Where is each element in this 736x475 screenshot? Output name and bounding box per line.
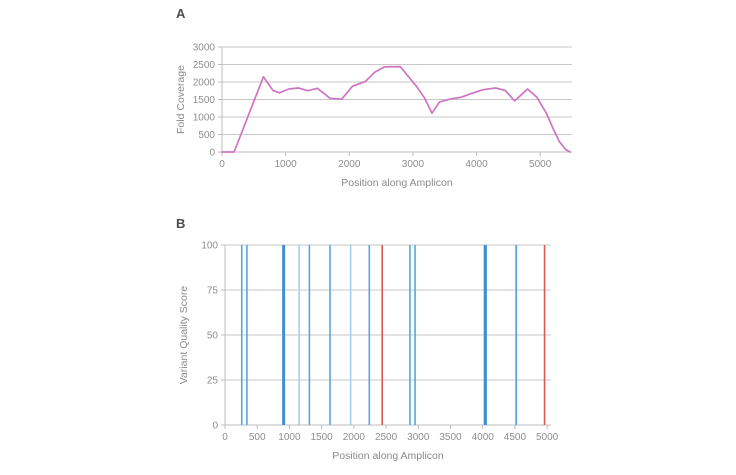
x-tick-label: 5000 bbox=[529, 159, 552, 170]
x-tick-label: 2000 bbox=[343, 432, 366, 443]
y-tick-label: 3000 bbox=[193, 43, 216, 54]
x-tick-label: 500 bbox=[249, 432, 266, 443]
y-tick-label: 75 bbox=[207, 286, 219, 297]
y-tick-label: 0 bbox=[209, 148, 215, 159]
y-tick-label: 500 bbox=[198, 130, 215, 141]
x-tick-label: 1000 bbox=[275, 159, 298, 170]
y-tick-label: 25 bbox=[207, 376, 219, 387]
x-axis-title: Position along Amplicon bbox=[341, 177, 453, 189]
x-tick-label: 0 bbox=[222, 432, 228, 443]
y-axis-title: Fold Coverage bbox=[175, 65, 187, 134]
x-tick-label: 4000 bbox=[465, 159, 488, 170]
x-tick-label: 2000 bbox=[338, 159, 361, 170]
x-tick-label: 3000 bbox=[407, 432, 430, 443]
x-tick-label: 2500 bbox=[375, 432, 398, 443]
y-tick-label: 1500 bbox=[193, 95, 216, 106]
x-tick-label: 3000 bbox=[402, 159, 425, 170]
x-axis-title: Position along Amplicon bbox=[332, 450, 444, 462]
y-tick-label: 100 bbox=[201, 241, 218, 252]
y-tick-label: 50 bbox=[207, 331, 219, 342]
x-tick-label: 0 bbox=[219, 159, 225, 170]
y-tick-label: 2000 bbox=[193, 78, 216, 89]
x-tick-label: 1000 bbox=[278, 432, 301, 443]
x-tick-label: 1500 bbox=[311, 432, 334, 443]
x-tick-label: 4500 bbox=[504, 432, 527, 443]
y-axis-title: Variant Quality Score bbox=[178, 286, 190, 385]
x-tick-label: 4000 bbox=[472, 432, 495, 443]
y-tick-label: 0 bbox=[212, 421, 218, 432]
y-tick-label: 2500 bbox=[193, 60, 216, 71]
panel-a-label: A bbox=[176, 6, 186, 21]
x-tick-label: 5000 bbox=[536, 432, 559, 443]
panel-a-coverage-chart: 0 500 1000 1500 2000 2500 3000 0 1000 2000 3000 400… bbox=[175, 43, 572, 189]
panel-b-label: B bbox=[176, 216, 186, 231]
coverage-line bbox=[221, 65, 571, 153]
x-tick-label: 3500 bbox=[439, 432, 462, 443]
y-tick-label: 1000 bbox=[193, 113, 216, 124]
